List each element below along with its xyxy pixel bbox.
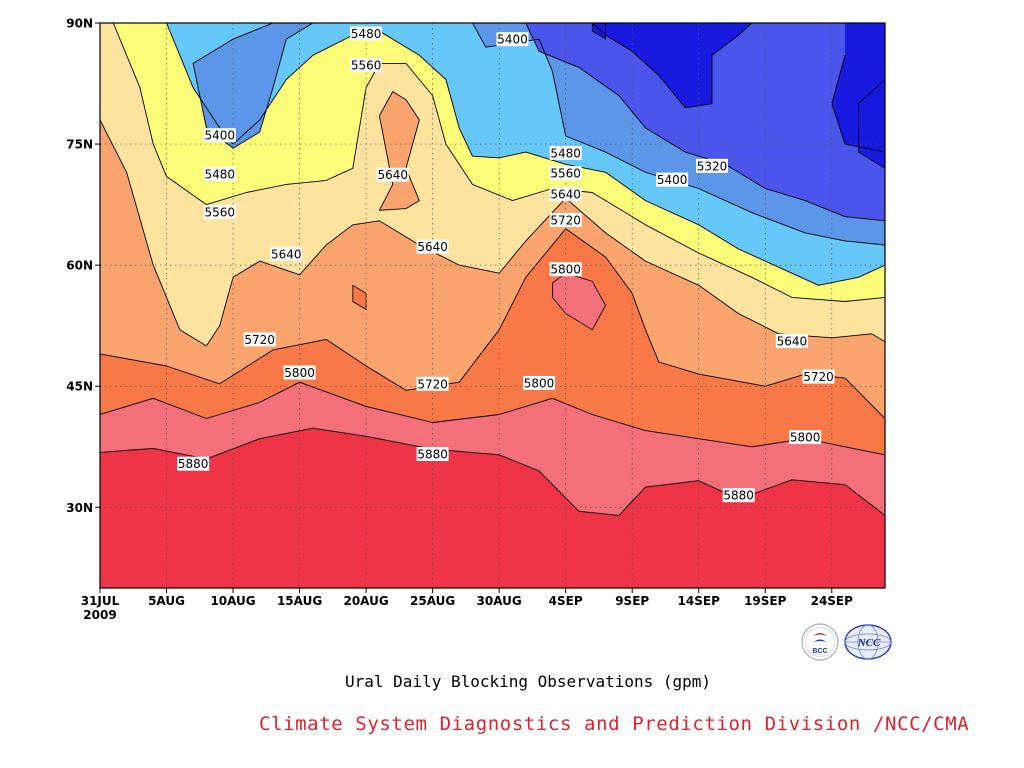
y-tick-label: 30N	[66, 501, 93, 515]
x-tick-label: 20AUG	[343, 594, 388, 608]
contour-label: 5480	[203, 166, 236, 181]
contour-fills	[100, 23, 885, 516]
contour-label-text: 5480	[204, 167, 235, 181]
contour-fill-5320	[525, 23, 885, 221]
bcc-logo-text: BCC	[812, 648, 827, 655]
contour-label-text: 5640	[417, 240, 448, 254]
contour-label-text: 5480	[550, 146, 581, 160]
grid	[100, 23, 885, 588]
contour-label-text: 5800	[550, 263, 581, 277]
contour-label: 5560	[350, 57, 383, 72]
plot-frame	[99, 22, 886, 589]
contour-label-text: 5800	[284, 366, 315, 380]
contour-label: 5880	[416, 447, 449, 462]
contour-label: 5640	[775, 334, 808, 349]
contour-label-text: 5880	[178, 457, 209, 471]
contour-line-5240	[591, 23, 753, 109]
contour-label: 5480	[549, 145, 582, 160]
contour-label: 5720	[416, 376, 449, 391]
contour-label: 5320	[696, 158, 729, 173]
contour-label: 5640	[376, 167, 409, 182]
contour-line-5240	[831, 55, 885, 153]
x-tick-label: 10AUG	[210, 594, 255, 608]
x-tick-label: 30AUG	[477, 594, 522, 608]
x-tick-label: 24SEP	[811, 594, 854, 608]
x-tick-label: 31JUL	[81, 594, 120, 608]
contour-line-5800	[100, 381, 885, 456]
contour-label-text: 5800	[524, 376, 555, 390]
x-tick-label: 19SEP	[744, 594, 787, 608]
contour-label-text: 5400	[657, 173, 688, 187]
contour-label-text: 5320	[697, 159, 728, 173]
contour-label: 5640	[270, 246, 303, 261]
ncc-logo-text: NCC	[857, 637, 881, 649]
contour-label: 5800	[789, 430, 822, 445]
contour-label-text: 5800	[790, 431, 821, 445]
contour-label: 5800	[549, 262, 582, 277]
x-tick-label: 25AUG	[410, 594, 455, 608]
contour-label-text: 5560	[550, 167, 581, 181]
contour-label: 5640	[549, 187, 582, 202]
contour-line-5560	[112, 23, 885, 302]
contour-label-text: 5640	[777, 335, 808, 349]
contour-label: 5640	[416, 239, 449, 254]
contour-label-text: 5880	[723, 489, 754, 503]
x-tick-label: 15AUG	[277, 594, 322, 608]
contour-line-5400	[472, 23, 885, 246]
x-tick-label: 4SEP	[549, 594, 583, 608]
x-axis-year-label: 2009	[83, 608, 116, 622]
division-credit: Climate System Diagnostics and Predictio…	[259, 713, 970, 735]
contour-label: 5400	[656, 172, 689, 187]
bcc-logo: BCC	[801, 623, 839, 661]
contour-label: 5480	[350, 26, 383, 41]
contour-label: 5880	[722, 488, 755, 503]
contour-line-5880	[100, 427, 885, 516]
contour-label-text: 5400	[204, 129, 235, 143]
extremum-region-low	[858, 78, 885, 169]
contour-fill-closed-5400	[193, 23, 313, 149]
contour-label-text: 5560	[204, 205, 235, 219]
x-tick-label: 14SEP	[678, 594, 721, 608]
contour-label: 5400	[496, 32, 529, 47]
contour-labels: 5480 5400 5560 5400 5640 5480 5480 5320 5560 5400…	[177, 26, 835, 503]
contour-label-text: 5720	[803, 370, 834, 384]
contour-line-5720	[100, 228, 885, 419]
contour-label: 5800	[523, 375, 556, 390]
extremum-region-low	[591, 23, 606, 40]
contour-chart: 5480 5400 5560 5400 5640 5480 5480 5320 5560 5400…	[66, 17, 886, 623]
contour-label-text: 5720	[550, 213, 581, 227]
ncc-logo: NCC	[844, 624, 892, 660]
contour-label-text: 5640	[377, 168, 408, 182]
contour-label-text: 5720	[417, 377, 448, 391]
y-tick-label: 60N	[66, 259, 93, 273]
x-tick-label: 5AUG	[148, 594, 185, 608]
contour-label: 5880	[177, 456, 210, 471]
contour-label-text: 5720	[244, 333, 275, 347]
contour-label: 5720	[243, 332, 276, 347]
contour-label: 5560	[549, 166, 582, 181]
contour-line-5640	[378, 91, 420, 211]
y-tick-label: 90N	[66, 17, 93, 31]
contour-label-text: 5640	[271, 247, 302, 261]
chart-title: Ural Daily Blocking Observations (gpm)	[345, 672, 712, 691]
contour-label-text: 5880	[417, 448, 448, 462]
contour-label-text: 5560	[351, 58, 382, 72]
x-tick-label: 9SEP	[615, 594, 649, 608]
contour-label: 5720	[802, 369, 835, 384]
axes: 31JUL 5AUG 10AUG 15AUG 20AUG 25AUG 30AUG 4SEP 9S…	[66, 17, 853, 623]
contour-label: 5560	[203, 204, 236, 219]
contour-label: 5720	[549, 212, 582, 227]
contour-label: 5400	[203, 128, 236, 143]
y-tick-label: 75N	[66, 138, 93, 152]
contour-line-5480	[166, 23, 885, 286]
y-tick-label: 45N	[66, 380, 93, 394]
contour-line-5320	[525, 23, 885, 222]
contour-label: 5800	[283, 365, 316, 380]
contour-label-text: 5400	[497, 33, 528, 47]
contour-fill-closed-5640	[379, 91, 420, 211]
contour-label-text: 5480	[351, 27, 382, 41]
contour-label-text: 5640	[550, 188, 581, 202]
